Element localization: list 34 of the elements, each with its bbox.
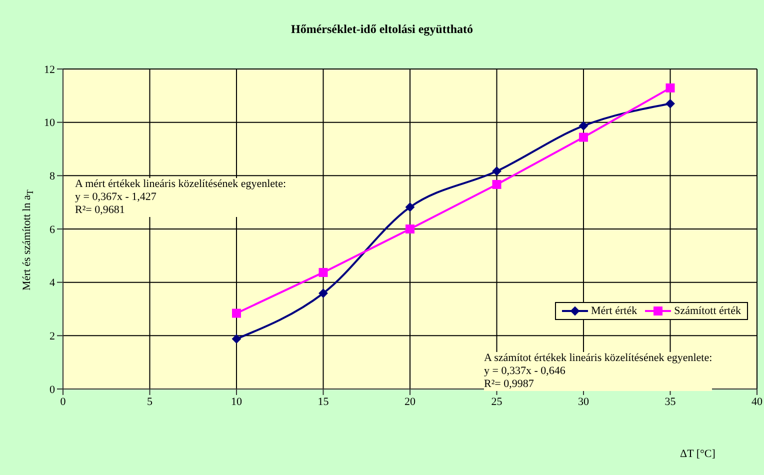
- point: [232, 308, 241, 318]
- point: [666, 83, 675, 92]
- x-tick-label: 0: [60, 396, 66, 408]
- chart-title: Hőmérséklet-idő eltolási együttható: [290, 22, 474, 37]
- annotation: A mért értékek lineáris közelítésének egyenlete: y = 0,367x - 1,427 R²= 0,9681: [75, 178, 286, 217]
- y-tick-label: 12: [44, 64, 55, 76]
- y-tick-label: 10: [44, 117, 56, 130]
- x-tick-label: 15: [318, 396, 330, 408]
- point: [492, 166, 502, 176]
- point: [579, 121, 588, 130]
- y-tick-label: 6: [50, 224, 56, 236]
- point: [406, 224, 414, 234]
- y-tick-label: 4: [50, 277, 56, 290]
- legend-label: Számított érték: [674, 305, 741, 317]
- point: [232, 334, 241, 344]
- x-axis-title: ΔT [°C]: [680, 448, 716, 460]
- point: [666, 99, 675, 108]
- x-tick-label: 30: [578, 396, 590, 408]
- y-tick-label: 2: [50, 330, 55, 343]
- x-tick-label: 35: [664, 396, 676, 408]
- point: [492, 180, 502, 189]
- x-tick-label: 40: [752, 396, 763, 408]
- annotation: A számítot értékek lineáris közelítésének egyenlete: y = 0,337x - 0,646 R²= 0,9987: [484, 352, 712, 391]
- x-tick-label: 25: [491, 396, 503, 408]
- y-tick-label: 8: [50, 170, 56, 183]
- x-tick-label: 10: [231, 396, 242, 408]
- x-tick-label: 5: [147, 396, 153, 408]
- x-tick-label: 20: [404, 396, 416, 408]
- point: [579, 132, 588, 142]
- point: [318, 268, 328, 277]
- legend-label: Mért érték: [590, 305, 638, 317]
- y-tick-label: 0: [50, 384, 56, 396]
- point: [406, 202, 414, 212]
- point: [318, 288, 328, 298]
